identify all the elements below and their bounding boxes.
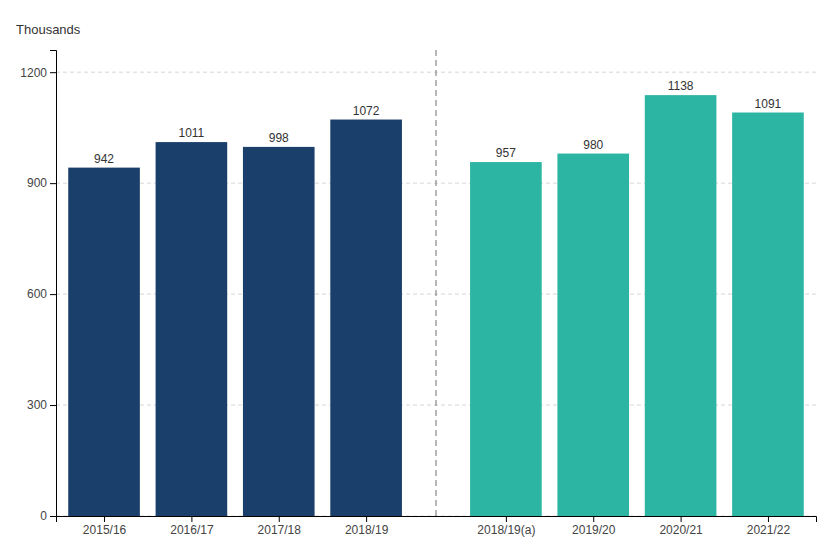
- tick-label: 0: [40, 509, 47, 523]
- bar: [156, 142, 228, 516]
- tick-mark: [50, 405, 56, 406]
- tick-label: 2021/22: [747, 523, 791, 537]
- tick-label: 2017/18: [258, 523, 302, 537]
- axis-line: [57, 517, 817, 523]
- tick-mark: [681, 516, 682, 522]
- data-label: 1091: [755, 97, 782, 111]
- tick: 2019/20: [572, 516, 616, 537]
- bar: [557, 154, 629, 516]
- data-label: 1072: [353, 104, 380, 118]
- tick-label: 2015/16: [83, 523, 127, 537]
- tick: 600: [27, 287, 56, 301]
- separators: [436, 50, 437, 516]
- tick-mark: [50, 516, 56, 517]
- tick-mark: [104, 516, 105, 522]
- tick: 2021/22: [747, 516, 791, 537]
- tick-mark: [279, 516, 280, 522]
- tick-mark: [593, 516, 594, 522]
- tick-label: 600: [27, 287, 47, 301]
- x-axis: 2015/16 2016/17 2017/18 2018/19 2018/19(a) 20…: [57, 516, 817, 537]
- data-label: 942: [94, 152, 114, 166]
- data-label: 980: [583, 138, 603, 152]
- chart-container: 942 1011 998 1072 957 980 1138 1091 0 300 600 900 12…: [0, 0, 840, 560]
- bar: [68, 168, 140, 516]
- tick-mark: [50, 294, 56, 295]
- data-label: 1011: [178, 126, 204, 140]
- tick-mark: [191, 516, 192, 522]
- data-label: 1138: [668, 79, 694, 93]
- tick: 900: [27, 176, 56, 190]
- tick-label: 2018/19(a): [477, 523, 535, 537]
- tick-mark: [506, 516, 507, 522]
- data-label: 998: [269, 131, 289, 145]
- plot: 942 1011 998 1072 957 980 1138 1091 0 300 600 900 12…: [20, 50, 816, 537]
- bar: [732, 113, 804, 516]
- tick: 0: [40, 509, 56, 523]
- tick-mark: [366, 516, 367, 522]
- tick-mark: [50, 183, 56, 184]
- tick-label: 2018/19: [345, 523, 389, 537]
- chart: 942 1011 998 1072 957 980 1138 1091 0 300 600 900 12…: [0, 0, 840, 560]
- y-axis-title: Thousands: [16, 22, 81, 37]
- tick: 2016/17: [170, 516, 214, 537]
- tick-mark: [50, 72, 56, 73]
- tick: 300: [27, 398, 56, 412]
- tick: 2020/21: [659, 516, 703, 537]
- tick-label: 900: [27, 176, 47, 190]
- bar: [470, 162, 542, 516]
- bar: [330, 120, 402, 516]
- tick-label: 1200: [20, 66, 47, 80]
- tick-label: 2020/21: [659, 523, 703, 537]
- y-axis: 0 300 600 900 1200: [20, 51, 56, 524]
- tick: 2017/18: [258, 516, 302, 537]
- separator: [435, 50, 436, 516]
- bar: [243, 147, 315, 516]
- data-labels: 942 1011 998 1072 957 980 1138 1091: [94, 79, 782, 165]
- tick: 2018/19(a): [477, 516, 535, 537]
- tick-mark: [768, 516, 769, 522]
- tick: 2018/19: [345, 516, 389, 537]
- tick: 2015/16: [83, 516, 127, 537]
- axis-line: [50, 51, 57, 517]
- tick-label: 300: [27, 398, 47, 412]
- data-label: 957: [496, 146, 516, 160]
- tick-label: 2019/20: [572, 523, 616, 537]
- tick-label: 2016/17: [170, 523, 214, 537]
- tick: 1200: [20, 66, 56, 80]
- bar: [645, 95, 717, 516]
